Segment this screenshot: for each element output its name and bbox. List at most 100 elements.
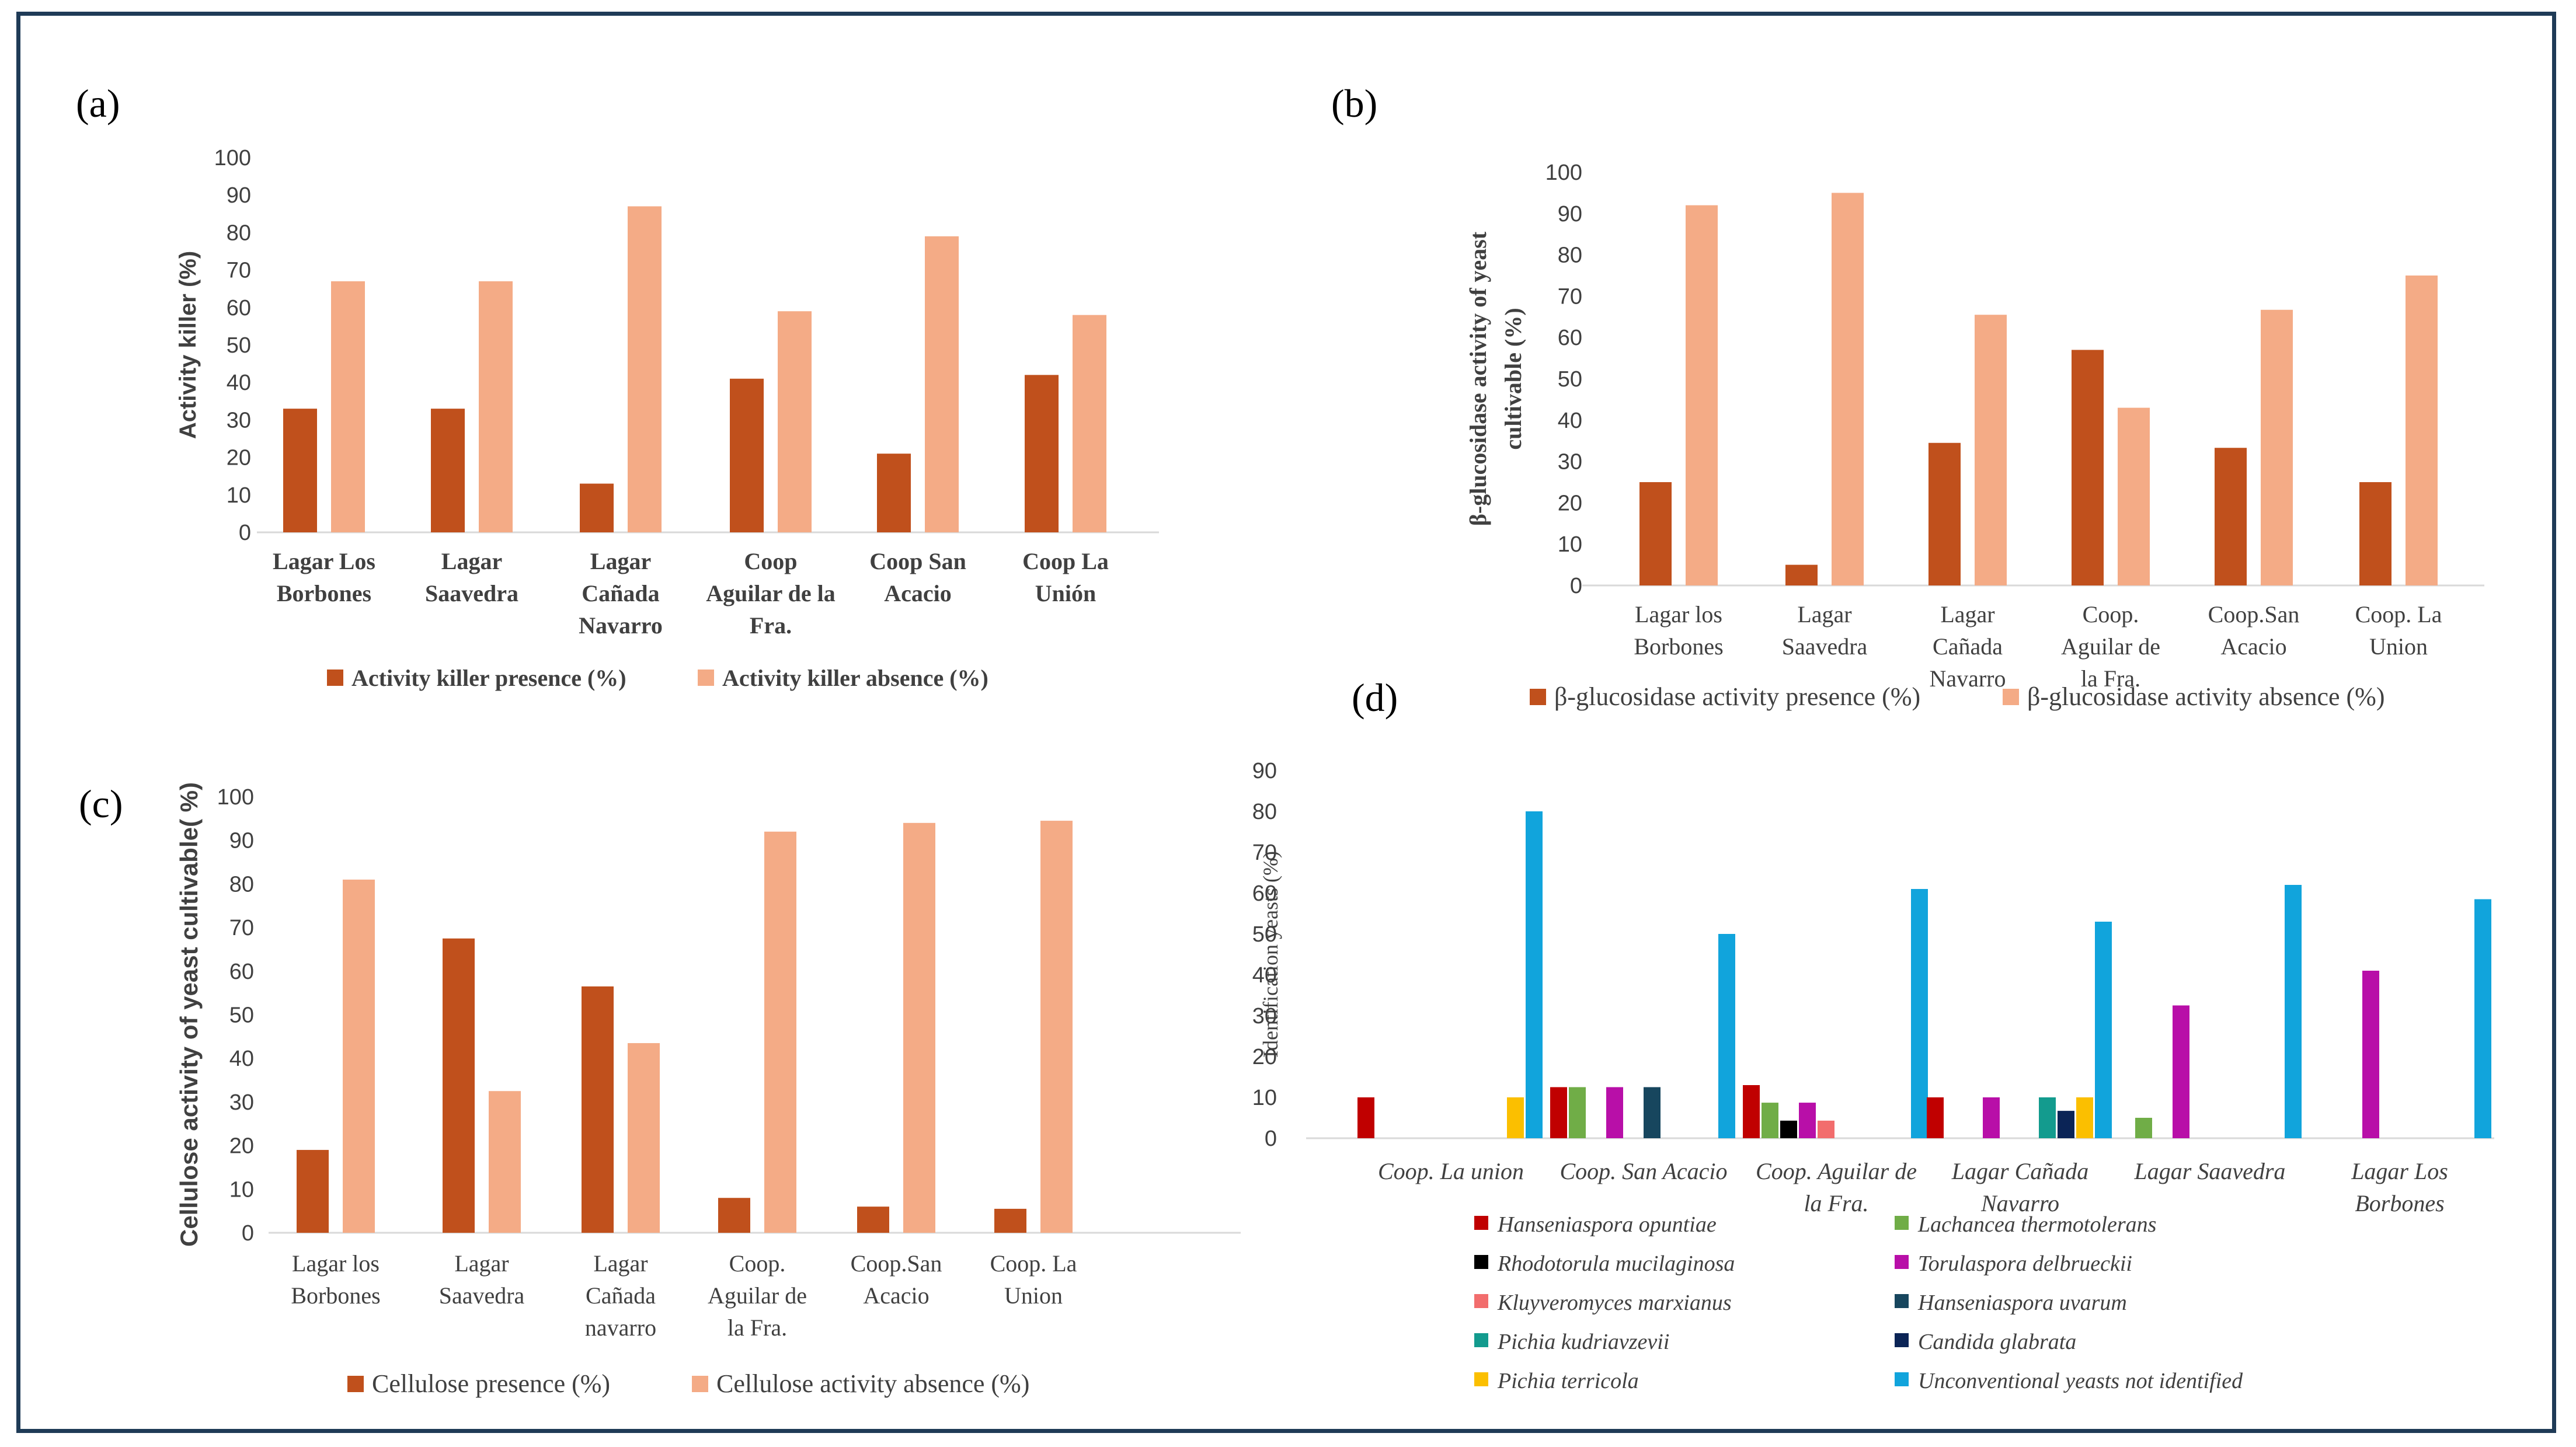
bar bbox=[1743, 1085, 1760, 1138]
category-label-line: Cañada bbox=[1933, 633, 2003, 660]
y-tick-label: 70 bbox=[227, 259, 251, 283]
category-label: Lagar Saavedra bbox=[1782, 601, 1868, 660]
legend-label: Cellulose presence (%) bbox=[372, 1369, 610, 1398]
category-label: Coop San Acacio bbox=[869, 548, 966, 606]
y-tick-label: 0 bbox=[1570, 574, 1582, 598]
panel-label-b: (b) bbox=[1331, 81, 1377, 125]
legend-swatch bbox=[327, 670, 343, 686]
category-label-line: Union bbox=[2369, 633, 2428, 660]
category-label-line: Borbones bbox=[277, 580, 371, 606]
legend-swatch bbox=[2003, 689, 2019, 705]
category-label: Coop.San Acacio bbox=[2208, 601, 2300, 660]
category-label: Coop. Aguilar de la Fra. bbox=[1756, 1158, 1917, 1216]
y-tick-label: 40 bbox=[1252, 963, 1277, 988]
bar bbox=[903, 822, 935, 1233]
category-label: Lagar los Borbones bbox=[1634, 601, 1723, 660]
category-label: Lagar Cañada Navarro bbox=[1929, 601, 2006, 692]
category-label-line: Lagar los bbox=[292, 1250, 380, 1277]
bar bbox=[994, 1208, 1026, 1233]
figure-frame bbox=[16, 12, 2556, 1433]
category-label-line: Lagar Saavedra bbox=[2134, 1158, 2286, 1184]
bar bbox=[2173, 1005, 2189, 1138]
bar bbox=[1927, 1097, 1944, 1138]
legend-label: Hanseniaspora uvarum bbox=[1917, 1291, 2127, 1315]
category-label: Lagar Cañada Navarro bbox=[1951, 1158, 2089, 1216]
category-label-line: Navarro bbox=[1980, 1190, 2059, 1216]
y-tick-label: 100 bbox=[214, 146, 251, 170]
category-label: Lagar Saavedra bbox=[2134, 1158, 2286, 1184]
bar bbox=[718, 1198, 750, 1233]
bar bbox=[283, 409, 317, 532]
bar bbox=[764, 831, 796, 1233]
category-label-line: la Fra. bbox=[727, 1314, 787, 1341]
legend-swatch bbox=[1895, 1372, 1909, 1386]
bar bbox=[431, 409, 465, 532]
y-tick-label: 100 bbox=[1545, 161, 1582, 185]
bar bbox=[2362, 971, 2379, 1138]
bar bbox=[778, 311, 812, 532]
y-tick-label: 30 bbox=[1252, 1004, 1277, 1028]
y-tick-label: 10 bbox=[229, 1177, 254, 1202]
legend-swatch bbox=[698, 670, 714, 686]
y-tick-label: 0 bbox=[242, 1221, 254, 1246]
category-label-line: Navarro bbox=[1929, 665, 2006, 692]
category-label-line: Lagar bbox=[1940, 601, 1994, 627]
category-label: Coop. Aguilar de la Fra. bbox=[708, 1250, 807, 1341]
y-tick-label: 50 bbox=[229, 1003, 254, 1028]
y-tick-label: 30 bbox=[229, 1090, 254, 1115]
category-label-line: Aguilar de la bbox=[706, 580, 836, 606]
category-label-line: Saavedra bbox=[439, 1282, 525, 1309]
y-tick-label: 20 bbox=[229, 1134, 254, 1159]
bar bbox=[1762, 1103, 1778, 1138]
bar bbox=[297, 1150, 329, 1233]
category-label-line: Unión bbox=[1035, 580, 1096, 606]
legend-label: β-glucosidase activity absence (%) bbox=[2027, 682, 2384, 711]
category-label-line: Lagar bbox=[590, 548, 651, 574]
category-label-line: Fra. bbox=[750, 612, 792, 639]
category-label: Coop. La union bbox=[1378, 1158, 1524, 1184]
category-label-line: Coop San bbox=[869, 548, 966, 574]
y-tick-label: 40 bbox=[1558, 409, 1582, 433]
bar bbox=[1606, 1087, 1623, 1138]
bar bbox=[1718, 934, 1735, 1138]
y-tick-label: 90 bbox=[227, 183, 251, 208]
category-label-line: Coop. San Acacio bbox=[1559, 1158, 1727, 1184]
bar bbox=[628, 206, 662, 533]
y-tick-label: 0 bbox=[239, 521, 251, 545]
category-label: Coop. San Acacio bbox=[1559, 1158, 1727, 1184]
category-label: Coop. La Union bbox=[990, 1250, 1077, 1309]
bar bbox=[2095, 922, 2112, 1138]
y-axis-label-b: β-glucosidase activity of yeast cultivabl… bbox=[1465, 231, 1526, 526]
category-label-line: Aguilar de bbox=[2061, 633, 2160, 660]
bar bbox=[580, 483, 614, 532]
bar bbox=[1040, 821, 1073, 1233]
category-label: Lagar Los Borbones bbox=[2351, 1158, 2448, 1216]
bar bbox=[2039, 1097, 2056, 1138]
category-label-line: Coop. Aguilar de bbox=[1756, 1158, 1917, 1184]
category-label-line: Lagar bbox=[1797, 601, 1851, 627]
legend-label: Unconventional yeasts not identified bbox=[1918, 1369, 2243, 1393]
y-tick-label: 80 bbox=[1558, 243, 1582, 268]
bar bbox=[2135, 1118, 2152, 1138]
category-label-line: Acacio bbox=[863, 1282, 929, 1309]
y-tick-label: 60 bbox=[1558, 326, 1582, 350]
category-label-line: Acacio bbox=[2220, 633, 2286, 660]
y-axis-label-d: Identification yeasts (%) bbox=[1259, 851, 1282, 1058]
bar bbox=[1507, 1097, 1524, 1138]
bar bbox=[2359, 482, 2391, 585]
bar bbox=[628, 1043, 660, 1233]
category-label: Coop Aguilar de la Fra. bbox=[706, 548, 836, 639]
category-label-line: Coop.San bbox=[851, 1250, 942, 1277]
legend-swatch bbox=[1895, 1294, 1909, 1308]
category-label: Lagar Cañada navarro bbox=[585, 1250, 656, 1341]
category-label: Coop. Aguilar de la Fra. bbox=[2061, 601, 2160, 692]
category-label-line: Coop La bbox=[1022, 548, 1109, 574]
category-label: Lagar Los Borbones bbox=[273, 548, 375, 606]
y-axis-label-c: Cellulose activity of yeast cultivable( … bbox=[175, 782, 203, 1247]
bar bbox=[489, 1091, 521, 1233]
legend-label: Activity killer absence (%) bbox=[722, 665, 988, 691]
category-label-line: Borbones bbox=[1634, 633, 1723, 660]
category-label-line: Lagar bbox=[593, 1250, 648, 1277]
bar bbox=[1818, 1120, 1834, 1138]
bar bbox=[1644, 1087, 1661, 1138]
